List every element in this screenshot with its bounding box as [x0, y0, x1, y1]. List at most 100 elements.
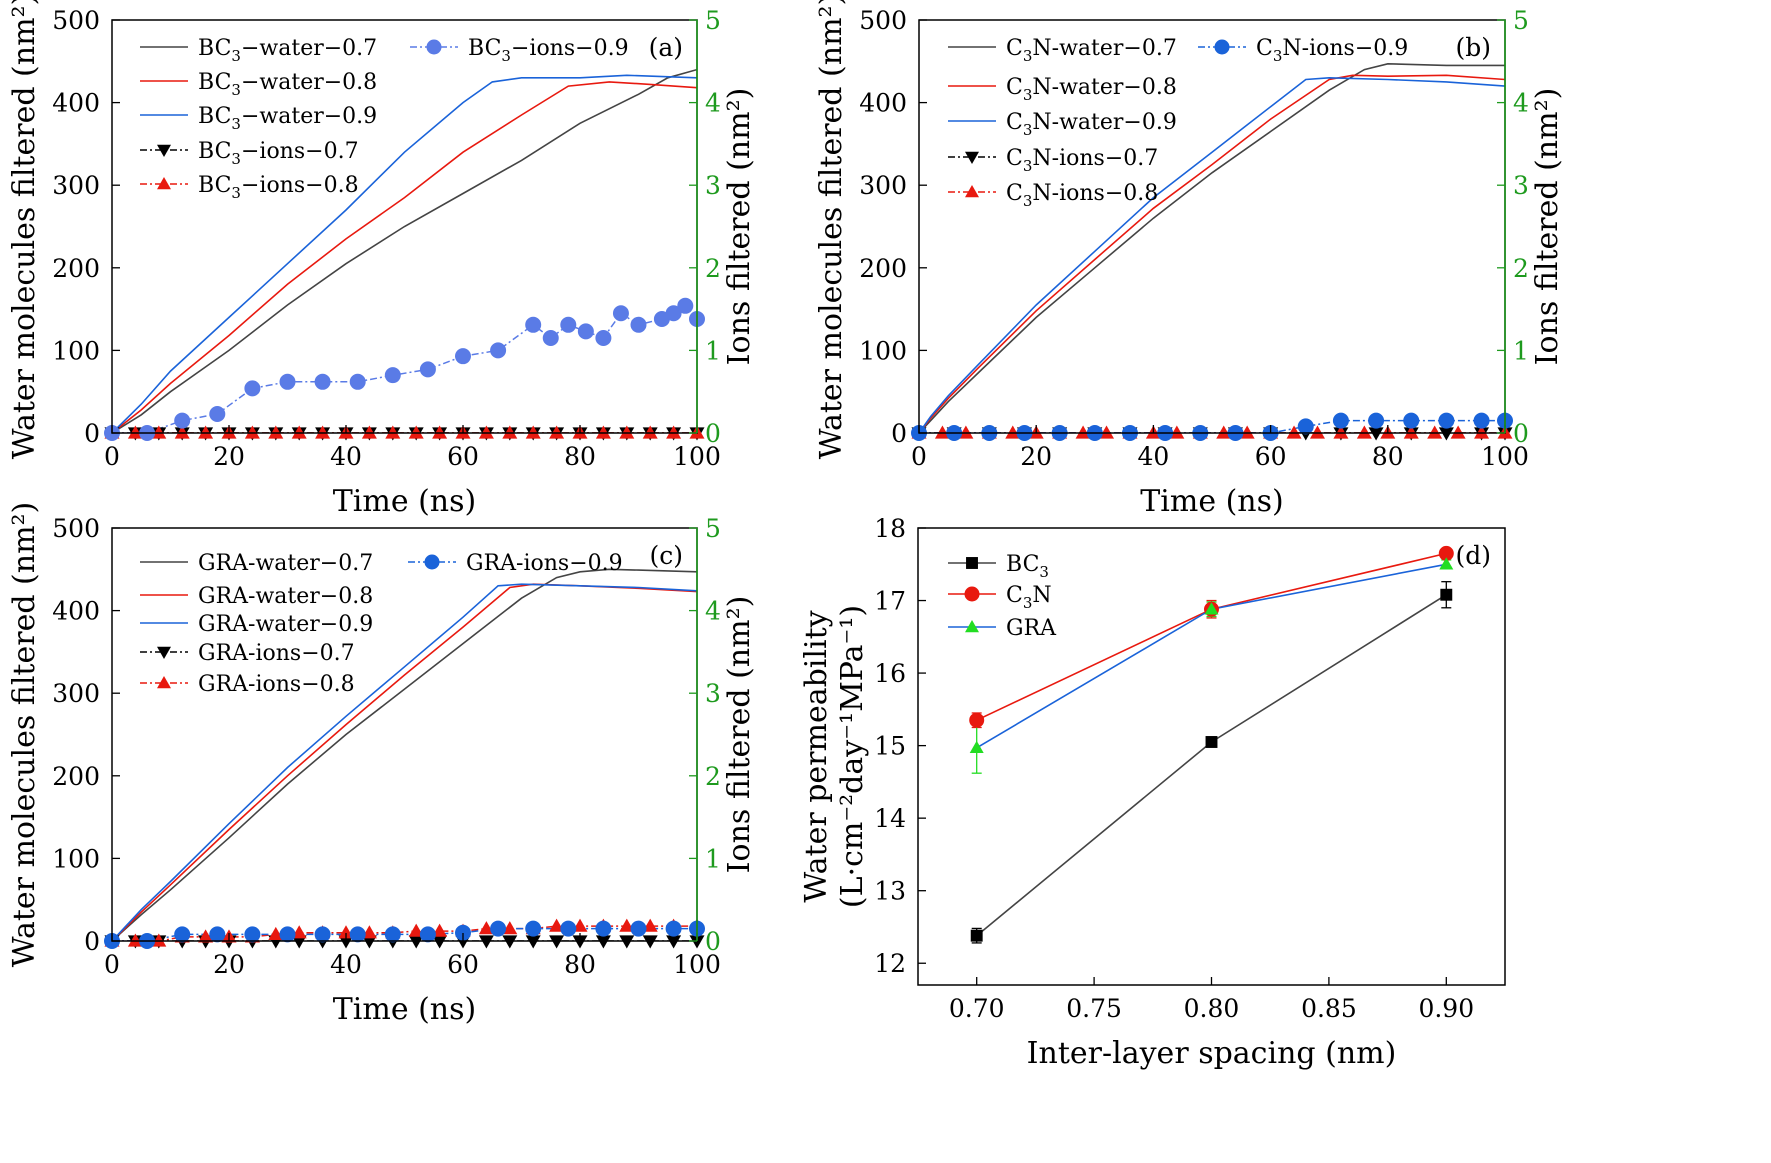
panel-label: (a): [649, 33, 683, 62]
legend-label: BC3−water−0.9: [198, 104, 377, 133]
series-line: [112, 568, 697, 941]
data-point: [1473, 412, 1490, 429]
x-tick-label: 0: [104, 442, 120, 471]
data-point: [361, 935, 377, 949]
data-point: [612, 305, 629, 322]
data-point: [560, 316, 577, 333]
data-point: [455, 348, 471, 365]
y-right-axis-title: Ions filtered (nm²): [1530, 88, 1565, 366]
data-point: [619, 425, 635, 439]
legend-item: C3N-water−0.7: [948, 36, 1177, 65]
series-markers: [969, 557, 1454, 754]
data-point: [595, 425, 611, 439]
legend: C3N-water−0.7 C3N-water−0.8 C3N-water−0.9 C…: [948, 36, 1408, 210]
data-point: [291, 425, 307, 439]
legend-marker: [426, 39, 442, 55]
data-point: [432, 935, 448, 949]
y-tick-label: 100: [859, 336, 907, 365]
data-point: [291, 935, 307, 949]
legend-marker: [157, 144, 171, 157]
legend-item: GRA-ions−0.7: [140, 641, 355, 666]
data-point: [244, 380, 261, 397]
y-axis-title: Water molecules filtered (nm²): [7, 0, 42, 459]
legend-label: C3N-ions−0.7: [1006, 146, 1158, 175]
data-point: [665, 305, 682, 322]
legend-item: GRA-water−0.9: [140, 612, 373, 637]
data-point: [665, 920, 682, 937]
data-point: [542, 330, 559, 347]
data-point: [385, 425, 401, 439]
legend-item: GRA-ions−0.8: [140, 672, 355, 697]
y-tick-label: 200: [52, 254, 100, 283]
legend-item: C3N: [948, 583, 1052, 612]
legend-item: C3N-ions−0.8: [948, 181, 1158, 210]
y-right-tick-label: 5: [705, 514, 721, 543]
y-right-axis-title: Ions filtered (nm²): [722, 88, 757, 366]
data-point: [349, 926, 366, 943]
data-point: [151, 933, 167, 947]
data-point: [1440, 588, 1453, 601]
legend-marker: [966, 557, 978, 569]
data-point: [677, 297, 694, 314]
data-point: [549, 935, 565, 949]
x-tick-label: 20: [213, 442, 245, 471]
data-point: [419, 361, 436, 378]
legend: BC3−water−0.7 BC3−water−0.8 BC3−water−0.9 B…: [140, 36, 629, 202]
data-point: [1005, 425, 1021, 439]
series-markers: [104, 427, 705, 441]
data-point: [1403, 425, 1419, 439]
data-point: [478, 935, 494, 949]
data-point: [595, 330, 612, 347]
legend-label: C3N-water−0.9: [1006, 110, 1177, 139]
data-point: [630, 920, 647, 937]
y-right-tick-label: 5: [705, 6, 721, 35]
x-tick-label: 80: [564, 950, 596, 979]
y-right-tick-label: 2: [705, 762, 721, 791]
series-markers: [104, 918, 705, 947]
y-tick-label: 100: [52, 844, 100, 873]
legend-label: C3N-ions−0.8: [1006, 181, 1158, 210]
data-point: [151, 425, 167, 439]
legend-label: GRA-water−0.9: [198, 612, 373, 637]
data-point: [209, 406, 226, 423]
series-line: [112, 583, 697, 941]
data-point: [969, 712, 985, 728]
data-point: [490, 920, 507, 937]
y-axis-title: Water molecules filtered (nm²): [7, 502, 42, 968]
data-point: [361, 425, 377, 439]
legend-marker: [965, 620, 979, 633]
x-tick-label: 0: [104, 950, 120, 979]
data-point: [1450, 425, 1466, 439]
x-tick-label: 40: [1137, 442, 1169, 471]
legend-label: GRA-water−0.7: [198, 551, 373, 576]
series-line: [112, 81, 697, 433]
y-right-tick-label: 2: [1513, 254, 1529, 283]
data-point: [1438, 427, 1454, 441]
data-point: [209, 926, 226, 943]
data-point: [279, 926, 296, 943]
data-point: [127, 933, 143, 947]
data-point: [642, 425, 658, 439]
data-point: [502, 425, 518, 439]
series-markers: [104, 920, 705, 949]
data-point: [577, 323, 594, 340]
series-line: [919, 74, 1505, 433]
x-axis-title: Inter-layer spacing (nm): [1027, 1036, 1397, 1071]
y-right-tick-label: 5: [1513, 6, 1529, 35]
data-point: [279, 373, 296, 390]
y-tick-label: 15: [874, 732, 906, 761]
legend-label: BC3−water−0.8: [198, 70, 377, 99]
data-point: [384, 367, 401, 384]
x-tick-label: 0.90: [1418, 994, 1474, 1023]
x-tick-label: 100: [673, 950, 721, 979]
series-markers: [970, 588, 1453, 942]
data-point: [174, 926, 191, 943]
y-right-tick-label: 1: [1513, 336, 1529, 365]
legend-item: C3N-ions−0.7: [948, 146, 1158, 175]
data-point: [525, 425, 541, 439]
data-point: [525, 920, 542, 937]
legend-label: GRA-ions−0.7: [198, 641, 355, 666]
